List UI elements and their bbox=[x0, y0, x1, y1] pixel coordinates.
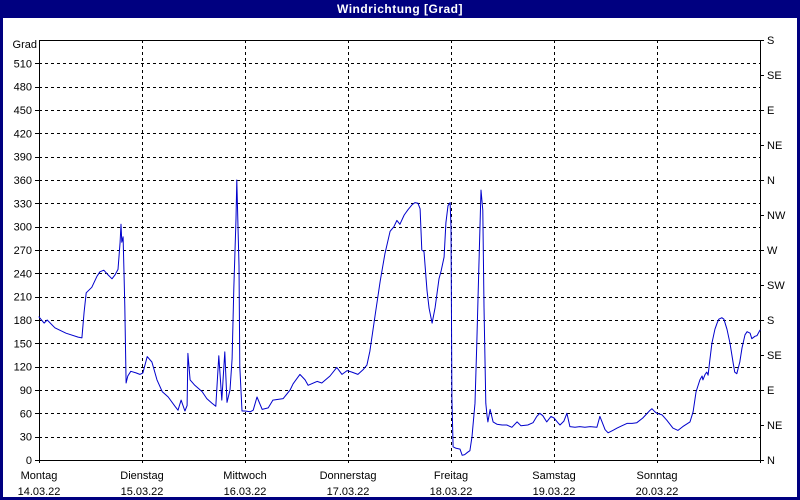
compass-label: SE bbox=[767, 70, 782, 82]
wind-series-line bbox=[38, 179, 761, 456]
day-date-label: 14.03.22 bbox=[18, 486, 61, 497]
y-axis-tick-label: 150 bbox=[14, 338, 32, 350]
y-axis-tick-label: 480 bbox=[14, 82, 32, 94]
day-date-label: 17.03.22 bbox=[327, 486, 370, 497]
day-name-label: Sonntag bbox=[637, 470, 678, 482]
day-date-label: 19.03.22 bbox=[533, 486, 576, 497]
y-axis-tick-label: 30 bbox=[20, 432, 32, 444]
y-axis-tick-label: 450 bbox=[14, 105, 32, 117]
y-axis-unit-label: Grad bbox=[13, 39, 37, 51]
compass-label: W bbox=[767, 245, 778, 257]
compass-label: NE bbox=[767, 420, 782, 432]
compass-label: NE bbox=[767, 140, 782, 152]
day-name-label: Mittwoch bbox=[223, 470, 266, 482]
compass-label: SW bbox=[767, 280, 785, 292]
compass-label: N bbox=[767, 455, 775, 467]
compass-label: S bbox=[767, 35, 774, 47]
compass-label: E bbox=[767, 105, 774, 117]
y-axis-tick-label: 180 bbox=[14, 315, 32, 327]
y-axis-tick-label: 60 bbox=[20, 408, 32, 420]
day-name-label: Donnerstag bbox=[320, 470, 377, 482]
y-axis-tick-label: 420 bbox=[14, 128, 32, 140]
day-date-label: 15.03.22 bbox=[121, 486, 164, 497]
y-axis-tick-label: 510 bbox=[14, 58, 32, 70]
chart-client-area: 0 30 60 90 120 150 180 210 240 270 300 330 360 390 420… bbox=[3, 18, 797, 497]
y-axis-tick-label: 120 bbox=[14, 362, 32, 374]
compass-label: E bbox=[767, 385, 774, 397]
title-bar[interactable]: Windrichtung [Grad] bbox=[0, 0, 800, 18]
wind-direction-chart: 0 30 60 90 120 150 180 210 240 270 300 330 360 390 420… bbox=[13, 35, 786, 497]
compass-label: NW bbox=[767, 210, 786, 222]
day-name-label: Montag bbox=[21, 470, 58, 482]
compass-label: S bbox=[767, 315, 774, 327]
day-date-label: 20.03.22 bbox=[636, 486, 679, 497]
y-axis-tick-label: 390 bbox=[14, 152, 32, 164]
compass-label: SE bbox=[767, 350, 782, 362]
y-axis-tick-label: 360 bbox=[14, 175, 32, 187]
y-axis-tick-label: 90 bbox=[20, 385, 32, 397]
day-name-label: Freitag bbox=[434, 470, 468, 482]
window-title: Windrichtung [Grad] bbox=[336, 2, 464, 16]
day-date-label: 18.03.22 bbox=[430, 486, 473, 497]
y-axis-tick-label: 300 bbox=[14, 222, 32, 234]
y-axis-tick-label: 240 bbox=[14, 268, 32, 280]
y-axis-tick-label: 270 bbox=[14, 245, 32, 257]
day-name-label: Dienstag bbox=[120, 470, 163, 482]
compass-label: N bbox=[767, 175, 775, 187]
y-axis-tick-label: 330 bbox=[14, 198, 32, 210]
y-axis-tick-label: 0 bbox=[26, 455, 32, 467]
day-name-label: Samstag bbox=[532, 470, 575, 482]
day-date-label: 16.03.22 bbox=[224, 486, 267, 497]
y-axis-tick-label: 210 bbox=[14, 292, 32, 304]
